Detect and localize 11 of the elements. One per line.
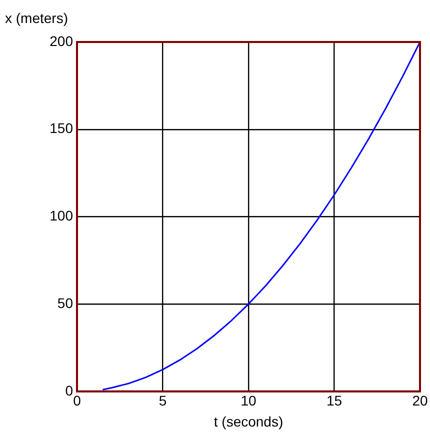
- x-axis-title: t (seconds): [214, 413, 284, 430]
- y-axis-title: x (meters): [5, 10, 68, 26]
- y-tick-label: 0: [65, 382, 74, 398]
- x-tick-label: 10: [240, 392, 256, 409]
- y-tick-label: 200: [50, 32, 74, 49]
- x-tick-label: 20: [412, 392, 428, 409]
- x-tick-label: 15: [326, 392, 342, 409]
- x-tick-label: 5: [158, 392, 167, 409]
- y-tick-label: 50: [57, 294, 74, 311]
- y-tick-label: 100: [50, 208, 74, 224]
- y-tick-label: 150: [50, 120, 74, 136]
